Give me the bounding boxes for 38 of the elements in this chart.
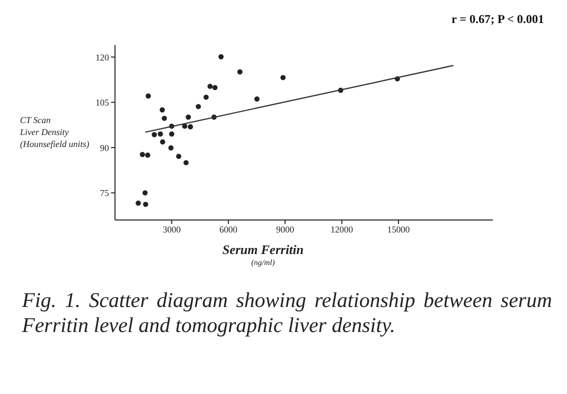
point: [212, 84, 218, 90]
x-tick-label: 12000: [330, 224, 354, 234]
point: [146, 93, 151, 99]
x-tick-label: 3000: [162, 224, 182, 234]
point: [204, 94, 209, 100]
point: [169, 131, 174, 137]
y-tick-label: 90: [100, 142, 110, 153]
point: [186, 114, 191, 120]
text: r = 0.67; P < 0.001: [452, 12, 544, 27]
point: [145, 152, 150, 158]
point: [237, 69, 243, 74]
point: [207, 84, 213, 89]
x-tick-label: 15000: [387, 224, 410, 234]
point: [158, 131, 163, 137]
point: [160, 107, 165, 112]
point: [143, 202, 148, 207]
x-tick-label: 6000: [219, 224, 238, 234]
point: [218, 54, 224, 60]
point: [183, 160, 189, 166]
y-tick-label: 75: [100, 188, 110, 198]
y-tick-label: 120: [96, 52, 110, 62]
y-tick-label: 105: [96, 98, 110, 108]
point: [280, 74, 286, 80]
point: [162, 116, 167, 121]
point: [142, 190, 148, 196]
point: [188, 124, 194, 130]
point: [140, 152, 146, 158]
caption: Fig. 1. Scatter diagram showing relationship between serum Ferritin level and tomographic liver density.: [22, 288, 552, 338]
y-axis-title: CT Scan Liver Density (Hounsefield units): [20, 114, 90, 150]
x-tick-label: 9000: [276, 224, 295, 234]
point: [152, 132, 157, 138]
point: [168, 145, 174, 150]
point: [160, 139, 166, 144]
point: [196, 104, 201, 110]
point: [176, 154, 182, 159]
point: [136, 200, 141, 206]
x-axis-title: Serum Ferritin (ng/ml): [221, 242, 305, 267]
point: [254, 96, 260, 102]
